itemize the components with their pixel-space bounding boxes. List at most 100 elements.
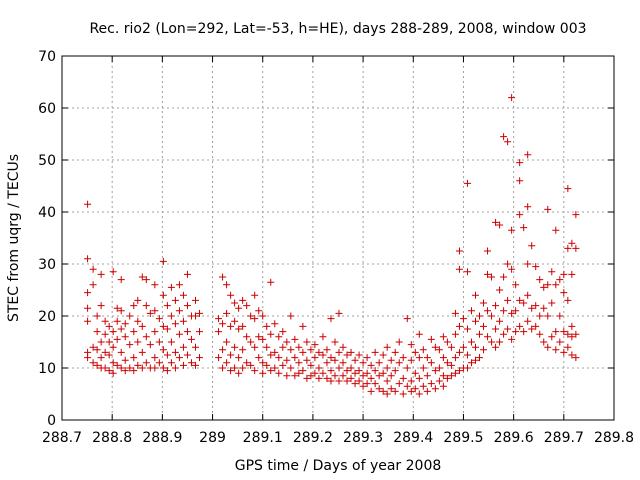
data-point	[488, 312, 496, 320]
y-tick-label: 30	[38, 257, 56, 273]
data-point	[142, 276, 150, 284]
data-point	[431, 385, 439, 393]
data-point	[407, 341, 415, 349]
data-point	[375, 385, 383, 393]
data-point	[419, 346, 427, 354]
data-point	[195, 328, 203, 336]
data-point	[451, 369, 459, 377]
data-point	[307, 346, 315, 354]
data-point	[524, 151, 532, 159]
data-point	[544, 312, 552, 320]
data-point	[179, 291, 187, 299]
data-point	[231, 343, 239, 351]
data-point	[528, 242, 536, 250]
data-point	[121, 356, 129, 364]
data-point	[138, 364, 146, 372]
data-point	[327, 377, 335, 385]
data-point	[496, 338, 504, 346]
data-point	[504, 296, 512, 304]
data-point	[403, 382, 411, 390]
data-point	[191, 296, 199, 304]
data-point	[134, 317, 142, 325]
data-point	[540, 304, 548, 312]
data-point	[471, 291, 479, 299]
data-point	[279, 343, 287, 351]
data-point	[183, 328, 191, 336]
data-point	[391, 387, 399, 395]
data-point	[516, 159, 524, 167]
data-point	[552, 328, 560, 336]
data-point	[89, 281, 97, 289]
data-point	[295, 343, 303, 351]
data-point	[167, 338, 175, 346]
data-point	[101, 330, 109, 338]
data-point	[283, 356, 291, 364]
data-point	[239, 346, 247, 354]
y-tick-label: 70	[38, 49, 56, 65]
data-point	[423, 354, 431, 362]
data-point	[439, 354, 447, 362]
data-point	[484, 247, 492, 255]
data-point	[299, 322, 307, 330]
data-point	[335, 348, 343, 356]
data-point	[363, 354, 371, 362]
data-point	[275, 333, 283, 341]
data-point	[117, 276, 125, 284]
data-point	[435, 364, 443, 372]
data-point	[359, 382, 367, 390]
data-point	[351, 369, 359, 377]
data-point	[359, 359, 367, 367]
data-point	[383, 364, 391, 372]
data-point	[512, 307, 520, 315]
data-point	[524, 203, 532, 211]
data-point	[179, 343, 187, 351]
data-point	[379, 351, 387, 359]
data-point	[415, 374, 423, 382]
data-point	[239, 296, 247, 304]
data-point	[427, 359, 435, 367]
data-point	[163, 367, 171, 375]
data-point	[556, 312, 564, 320]
data-point	[146, 341, 154, 349]
data-point	[187, 359, 195, 367]
data-point	[183, 351, 191, 359]
y-axis-label: STEC from uqrg / TECUs	[6, 154, 22, 322]
data-point	[399, 374, 407, 382]
data-point	[126, 341, 134, 349]
data-point	[319, 333, 327, 341]
data-point	[367, 387, 375, 395]
data-point	[572, 244, 580, 252]
data-point	[387, 356, 395, 364]
data-point	[142, 333, 150, 341]
data-point	[484, 270, 492, 278]
data-point	[89, 343, 97, 351]
data-point	[564, 296, 572, 304]
data-point	[105, 322, 113, 330]
data-point	[191, 312, 199, 320]
data-point	[247, 312, 255, 320]
data-point	[443, 374, 451, 382]
data-point	[219, 273, 227, 281]
data-point	[279, 361, 287, 369]
data-point	[375, 359, 383, 367]
data-point	[311, 354, 319, 362]
data-point	[339, 343, 347, 351]
data-point	[299, 367, 307, 375]
data-point	[151, 328, 159, 336]
data-point	[183, 270, 191, 278]
data-point	[375, 372, 383, 380]
data-point	[327, 354, 335, 362]
chart-title: Rec. rio2 (Lon=292, Lat=-53, h=HE), days…	[89, 21, 586, 37]
data-point	[568, 322, 576, 330]
data-point	[415, 354, 423, 362]
data-point	[560, 348, 568, 356]
data-point	[101, 364, 109, 372]
data-point	[564, 343, 572, 351]
data-point	[323, 346, 331, 354]
data-point	[415, 390, 423, 398]
x-tick-label: 289.3	[343, 430, 383, 446]
data-point	[560, 289, 568, 297]
data-point	[275, 369, 283, 377]
data-point	[459, 315, 467, 323]
data-point	[327, 315, 335, 323]
